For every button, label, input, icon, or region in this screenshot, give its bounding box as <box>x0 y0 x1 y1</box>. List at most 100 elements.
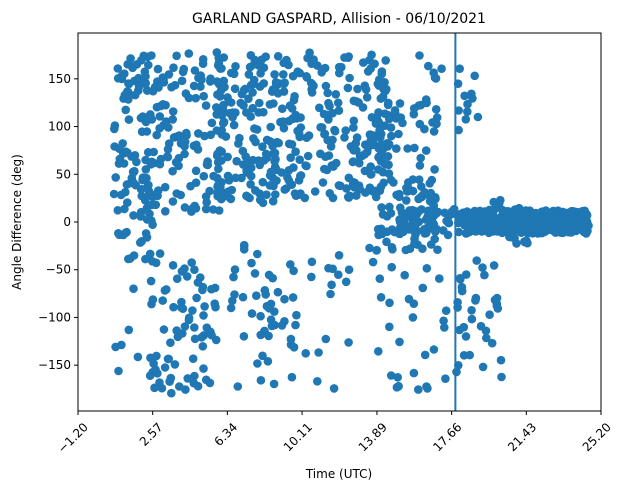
data-point <box>125 254 135 263</box>
data-point <box>220 82 229 92</box>
data-point <box>284 139 294 149</box>
data-point <box>463 226 473 235</box>
data-point <box>269 149 278 158</box>
data-point <box>389 178 398 187</box>
data-point <box>129 284 138 294</box>
data-point <box>382 84 391 94</box>
data-point <box>214 164 223 174</box>
data-point <box>114 366 123 376</box>
x-axis-title: Time (UTC) <box>305 467 372 481</box>
y-tick-label: 0 <box>63 215 71 229</box>
data-point <box>320 63 330 73</box>
data-point <box>541 220 551 229</box>
data-point <box>269 379 279 389</box>
data-point <box>115 144 124 153</box>
y-axis-title: Angle Difference (deg) <box>10 154 24 290</box>
data-point <box>358 103 368 112</box>
data-point <box>191 93 200 103</box>
data-point <box>120 69 129 78</box>
data-point <box>387 131 396 141</box>
data-point <box>468 94 477 103</box>
data-point <box>124 115 134 124</box>
data-point <box>124 95 133 104</box>
data-point <box>420 350 430 360</box>
data-point <box>134 86 143 95</box>
data-point <box>377 229 387 239</box>
data-point <box>385 322 394 332</box>
data-point <box>223 152 232 162</box>
data-point <box>163 354 173 364</box>
data-point <box>375 186 385 195</box>
data-point <box>457 282 467 292</box>
data-point <box>409 104 419 113</box>
data-point <box>303 151 313 161</box>
data-point <box>147 200 156 210</box>
data-point <box>429 345 439 354</box>
data-point <box>182 272 192 281</box>
data-point <box>323 88 333 98</box>
data-point <box>284 166 294 175</box>
data-point <box>217 64 226 73</box>
data-point <box>471 227 481 236</box>
data-point <box>326 142 336 151</box>
data-point <box>362 93 372 102</box>
data-point <box>569 207 579 216</box>
data-point <box>230 84 240 93</box>
y-tick-label: 100 <box>48 120 71 134</box>
data-point <box>211 302 220 312</box>
data-point <box>177 76 187 86</box>
data-point <box>198 342 208 351</box>
data-point <box>170 360 180 369</box>
data-point <box>161 207 170 216</box>
data-point <box>409 299 419 309</box>
data-point <box>206 74 215 83</box>
y-tick-label: −150 <box>38 358 71 372</box>
data-point <box>111 173 120 182</box>
data-point <box>167 82 176 92</box>
data-point <box>470 214 480 224</box>
data-point <box>172 51 181 61</box>
data-point <box>292 310 301 320</box>
data-point <box>441 374 450 384</box>
data-point <box>418 283 428 293</box>
data-point <box>302 161 311 171</box>
data-point <box>219 53 229 62</box>
data-point <box>215 146 225 155</box>
data-point <box>384 160 393 170</box>
data-point <box>284 176 294 185</box>
data-point <box>378 145 388 154</box>
data-point <box>553 226 563 236</box>
data-point <box>267 87 277 96</box>
data-point <box>198 55 208 64</box>
y-tick-label: 150 <box>48 72 71 86</box>
data-point <box>132 157 141 167</box>
data-point <box>258 177 268 187</box>
data-point <box>461 332 471 341</box>
data-point <box>239 245 249 254</box>
data-point <box>399 209 409 219</box>
data-point <box>250 269 260 278</box>
data-point <box>459 322 469 332</box>
data-point <box>145 371 155 381</box>
data-point <box>484 217 494 227</box>
data-point <box>467 306 476 315</box>
data-point <box>394 129 403 139</box>
data-point <box>115 154 125 164</box>
data-point <box>355 158 364 168</box>
data-point <box>386 371 396 380</box>
data-point <box>277 321 287 330</box>
data-point <box>257 55 267 64</box>
data-point <box>168 261 178 270</box>
data-point <box>392 144 401 153</box>
data-point <box>352 191 361 200</box>
data-point <box>287 104 297 113</box>
data-point <box>296 171 305 181</box>
data-point <box>249 60 259 69</box>
data-point <box>146 112 155 122</box>
data-point <box>247 258 256 268</box>
data-point <box>414 385 423 394</box>
data-point <box>111 342 120 352</box>
data-point <box>260 326 269 336</box>
data-point <box>224 187 233 196</box>
data-point <box>248 155 258 165</box>
